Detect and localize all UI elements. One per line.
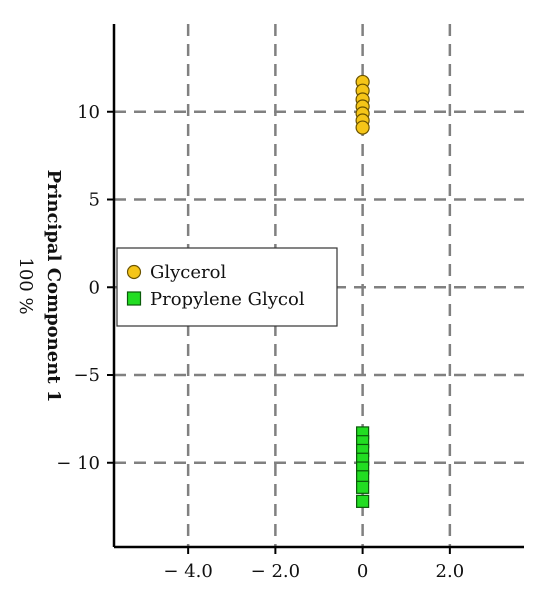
x-tick-label: 2.0 — [436, 561, 465, 582]
y-tick-label: 5 — [89, 190, 100, 211]
data-points — [355, 74, 370, 508]
y-tick-label: 0 — [89, 277, 100, 298]
x-tick-label: − 4.0 — [163, 561, 212, 582]
data-point-glycerol — [355, 120, 370, 135]
y-tick-label: 10 — [77, 102, 100, 123]
legend-box — [116, 247, 338, 327]
y-axis-label: Principal Component 1 — [43, 170, 64, 403]
x-tick-label: 0 — [357, 561, 368, 582]
legend-marker-propylene-glycol — [126, 291, 142, 306]
y-tick-label: − 10 — [56, 453, 100, 474]
y-axis-sublabel: 100 % — [15, 257, 36, 314]
y-axis-label-group: Principal Component 1 100 % — [15, 170, 64, 403]
legend-marker-glycerol — [126, 264, 142, 280]
legend-label-glycerol: Glycerol — [150, 262, 226, 283]
y-tick-label: −5 — [73, 365, 100, 386]
tick-labels: − 4.0 − 2.0 0 2.0 10 5 0 −5 − 10 — [56, 102, 464, 582]
data-point-propylene-glycol — [356, 494, 370, 508]
legend-label-propylene-glycol: Propylene Glycol — [150, 289, 305, 310]
legend: Glycerol Propylene Glycol — [116, 247, 338, 327]
x-tick-label: − 2.0 — [251, 561, 300, 582]
data-point-propylene-glycol — [356, 480, 370, 494]
